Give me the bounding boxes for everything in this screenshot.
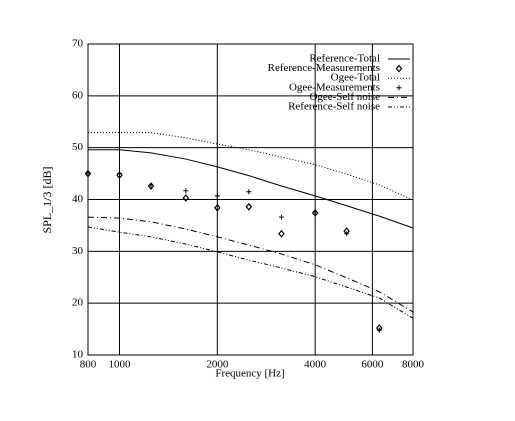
plus-marker — [85, 170, 91, 176]
plus-marker — [183, 188, 189, 194]
plus-marker — [376, 327, 382, 333]
y-tick-label: 40 — [72, 193, 84, 205]
plus-marker — [246, 189, 252, 195]
y-tick-label: 10 — [72, 349, 84, 361]
diamond-marker — [278, 229, 285, 238]
x-tick-label: 6000 — [361, 359, 384, 371]
diamond-marker — [245, 202, 253, 211]
x-tick-label: 8000 — [402, 359, 425, 371]
plus-marker — [312, 209, 318, 215]
plus-marker — [278, 214, 284, 220]
legend-label: Ogee-Total — [331, 72, 380, 84]
series-line — [87, 226, 414, 319]
x-tick-label: 1000 — [108, 359, 131, 371]
series-line — [88, 132, 414, 201]
plot-frame — [87, 43, 414, 356]
series-line — [88, 149, 414, 229]
y-axis-label: SPL_1/3 [dB] — [40, 166, 54, 233]
diamond-marker — [395, 64, 403, 73]
y-tick-label: 30 — [72, 245, 84, 257]
plus-marker — [116, 171, 122, 177]
y-tick-label: 50 — [72, 141, 84, 153]
y-tick-label: 20 — [72, 297, 84, 309]
diamond-marker — [214, 203, 221, 212]
legend-label: Reference-Measurements — [268, 62, 380, 74]
legend-label: Reference-Total — [309, 53, 380, 65]
diamond-marker — [116, 171, 123, 180]
legend-label: Reference-Self noise — [288, 101, 380, 113]
x-tick-label: 2000 — [206, 359, 229, 371]
x-tick-label: 800 — [80, 359, 97, 371]
series-line — [87, 216, 414, 313]
y-tick-label: 60 — [72, 89, 84, 101]
plus-marker — [396, 85, 402, 91]
plus-marker — [148, 182, 154, 188]
plus-marker — [214, 193, 220, 199]
legend-label: Ogee-Self noise — [309, 91, 380, 103]
plus-marker — [344, 231, 350, 237]
legend-label: Ogee-Measurements — [289, 81, 380, 93]
diamond-marker — [182, 194, 190, 202]
x-axis-label: Frequency [Hz] — [215, 368, 284, 380]
y-tick-label: 70 — [72, 38, 84, 50]
x-tick-label: 4000 — [304, 359, 327, 371]
